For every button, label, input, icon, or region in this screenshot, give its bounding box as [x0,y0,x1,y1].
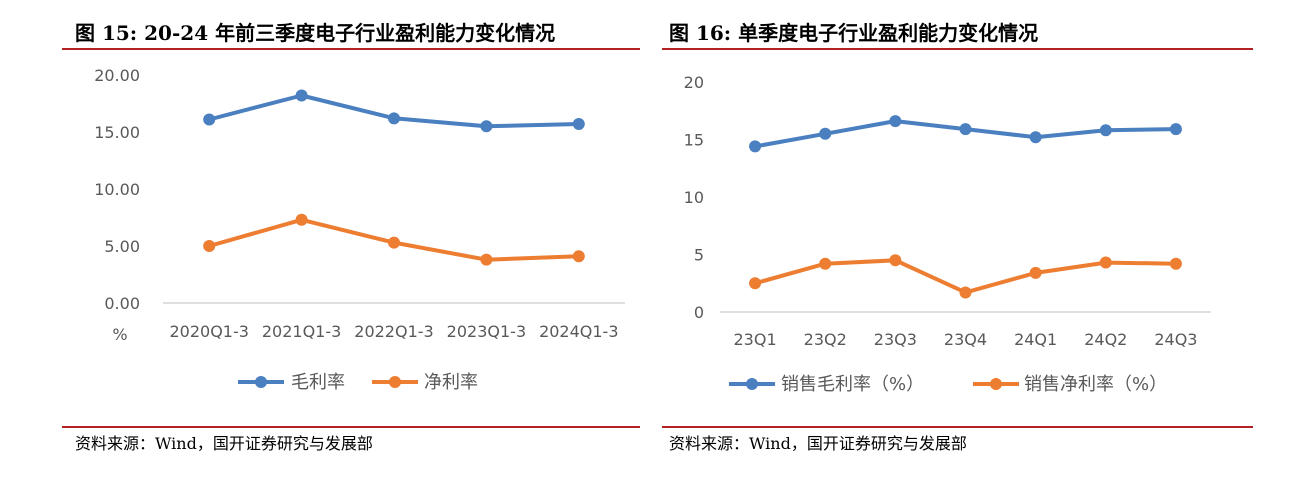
legend-swatch-marker [746,378,758,390]
data-point-series-2 [572,250,585,263]
data-point-series-2 [819,257,832,270]
data-point-series-2 [480,253,493,266]
x-tick-label: 24Q1 [1014,330,1057,349]
figure-title: 图 16: 单季度电子行业盈利能力变化情况 [669,21,1039,45]
legend-label: 净利率 [424,372,478,393]
data-point-series-1 [749,140,762,153]
data-point-series-2 [889,254,902,267]
data-point-series-1 [1169,123,1182,136]
data-point-series-1 [295,89,308,102]
data-point-series-2 [749,277,762,290]
y-tick-label: 5.00 [104,237,140,256]
x-tick-label: 24Q2 [1084,330,1127,349]
data-point-series-1 [388,112,400,125]
data-point-series-1 [889,115,902,128]
legend-label: 销售毛利率（%） [781,374,924,395]
y-tick-label: 15 [684,131,704,150]
data-point-series-1 [819,127,832,140]
data-point-series-2 [203,240,216,252]
data-point-series-1 [572,118,585,131]
figure-16: 图 16: 单季度电子行业盈利能力变化情况 0 5 10 15 20 23Q1 23Q2 23… [662,0,1306,479]
x-tick-label: 2023Q1-3 [447,322,526,341]
y-tick-label: 10.00 [94,180,140,199]
data-point-series-1 [1029,131,1042,144]
x-tick-label: 2022Q1-3 [354,322,433,341]
y-tick-label: 0 [694,303,704,322]
x-tick-label: 23Q4 [944,330,987,349]
line-chart-quarterly-margins: 0 5 10 15 20 23Q1 23Q2 23Q3 23Q4 24Q1 24Q2 24Q3 销售毛利… [684,73,1211,395]
data-point-series-2 [959,286,972,299]
x-tick-label: 23Q2 [804,330,847,349]
title-rule [62,48,640,50]
y-tick-label: 15.00 [94,123,140,142]
data-point-series-2 [388,236,400,249]
source-rule [62,426,640,428]
source-note: 资料来源：Wind，国开证券研究与发展部 [75,434,373,453]
source-note: 资料来源：Wind，国开证券研究与发展部 [669,434,967,453]
y-tick-label: 10 [684,188,704,207]
y-tick-label: 0.00 [104,294,140,313]
data-point-series-2 [1169,257,1182,270]
y-tick-label: 20.00 [94,66,140,85]
data-point-series-2 [1029,266,1042,279]
x-tick-label: 2024Q1-3 [539,322,618,341]
figure-15: 图 15: 20-24 年前三季度电子行业盈利能力变化情况 0.00 5.00 10… [0,0,640,479]
data-point-series-2 [1099,256,1112,269]
x-tick-label: 23Q3 [874,330,917,349]
data-point-series-1 [203,113,216,126]
title-rule [662,48,1253,50]
x-tick-label: 23Q1 [734,330,777,349]
legend-label: 毛利率 [291,372,345,393]
legend-swatch-marker [389,376,401,388]
y-tick-label: 20 [684,73,704,92]
data-point-series-1 [480,120,493,133]
y-tick-label: 5 [694,246,704,265]
figure-title: 图 15: 20-24 年前三季度电子行业盈利能力变化情况 [75,21,556,45]
x-tick-label: 2021Q1-3 [262,322,341,341]
line-chart-annual-margins: 0.00 5.00 10.00 15.00 20.00% 2020Q1-3 2021Q1-3… [94,66,625,393]
data-point-series-2 [295,213,308,226]
x-tick-label: 2020Q1-3 [169,322,248,341]
legend-label: 销售净利率（%） [1024,374,1167,395]
x-tick-label: 24Q3 [1154,330,1197,349]
data-point-series-1 [1099,124,1112,137]
source-rule [662,426,1253,428]
y-axis-label: % [112,325,127,344]
legend-swatch-marker [255,376,267,388]
legend-swatch-marker [990,378,1002,390]
data-point-series-1 [959,123,972,136]
